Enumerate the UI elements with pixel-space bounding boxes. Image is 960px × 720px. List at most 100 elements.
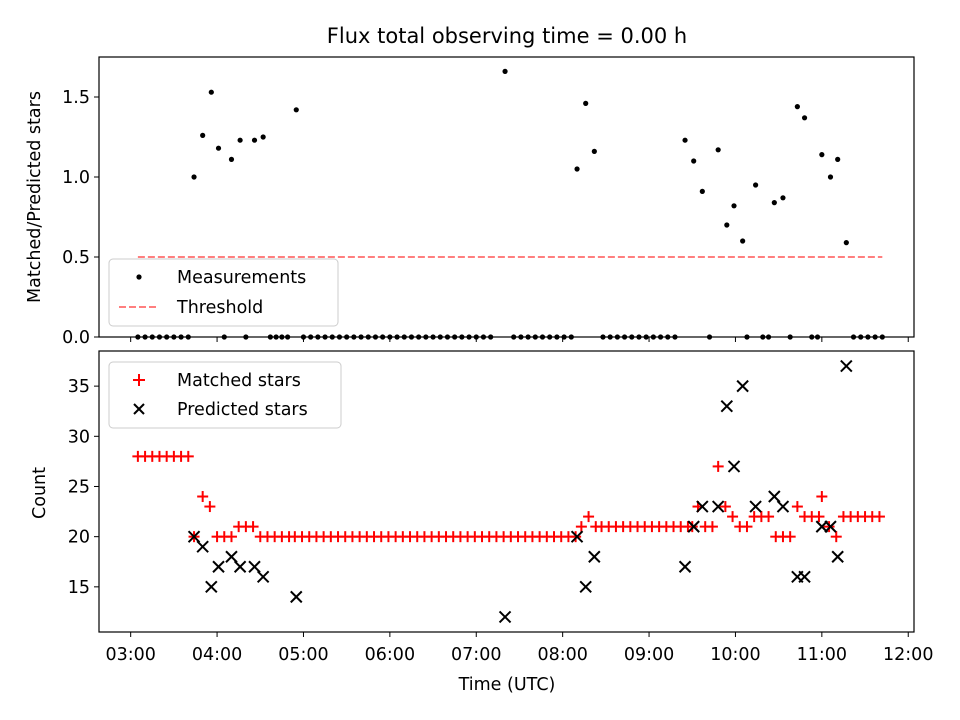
predicted-point bbox=[727, 460, 741, 473]
matched-point bbox=[283, 531, 295, 543]
x-tick-label: 12:00 bbox=[883, 645, 933, 665]
measurement-point bbox=[699, 188, 705, 194]
measurement-point bbox=[251, 137, 258, 143]
matched-point bbox=[182, 450, 194, 462]
predicted-point bbox=[831, 550, 844, 563]
measurement-point bbox=[819, 152, 825, 158]
bottom-axes: 15 20 25 30 35 03:00 04:00 05:00 06:00 07:00 08:00… bbox=[68, 377, 934, 665]
measurement-point bbox=[293, 107, 299, 113]
bottom-y-tick-label: 30 bbox=[68, 427, 90, 447]
matched-point bbox=[247, 521, 259, 533]
legend-matched-marker bbox=[133, 374, 145, 386]
bottom-y-tick-label: 35 bbox=[68, 377, 90, 397]
predicted-point bbox=[588, 550, 601, 563]
matched-point bbox=[816, 491, 828, 503]
measurement-point bbox=[724, 222, 730, 228]
predicted-point bbox=[233, 560, 247, 573]
matched-point bbox=[712, 460, 724, 472]
measurement-point bbox=[843, 240, 849, 246]
bottom-legend-box bbox=[108, 361, 342, 429]
predicted-point bbox=[696, 500, 709, 513]
measurement-point bbox=[574, 166, 580, 172]
predicted-point bbox=[776, 500, 790, 513]
x-tick-label: 10:00 bbox=[710, 645, 760, 665]
x-axis-label: Time (UTC) bbox=[458, 675, 556, 695]
measurement-point bbox=[502, 68, 508, 74]
top-y-tick-label: 0.5 bbox=[62, 248, 90, 268]
chart-title: Flux total observing time = 0.00 h bbox=[327, 24, 687, 48]
matched-point bbox=[225, 531, 237, 543]
bottom-plot: Count Time (UTC) 15 20 25 30 35 03:00 04:00 05:… bbox=[30, 350, 934, 695]
measurement-point bbox=[731, 203, 737, 209]
measurement-point bbox=[191, 174, 197, 180]
legend-measurements-label: Measurements bbox=[177, 268, 306, 288]
bottom-y-tick-label: 25 bbox=[68, 477, 90, 497]
matched-point bbox=[706, 521, 718, 533]
measurement-point bbox=[835, 156, 841, 162]
bottom-y-tick-label: 15 bbox=[68, 578, 90, 598]
x-tick-label: 07:00 bbox=[451, 645, 501, 665]
top-y-axis-label: Matched/Predicted stars bbox=[25, 91, 45, 303]
predicted-point bbox=[720, 399, 734, 413]
x-tick-label: 04:00 bbox=[192, 645, 242, 665]
measurement-point bbox=[827, 174, 834, 180]
legend-threshold-label: Threshold bbox=[176, 298, 263, 318]
predicted-point bbox=[248, 560, 261, 573]
measurement-point bbox=[228, 156, 235, 162]
predicted-point bbox=[840, 359, 853, 373]
legend-matched-label: Matched stars bbox=[177, 371, 301, 391]
predicted-point bbox=[498, 610, 512, 624]
x-tick-label: 03:00 bbox=[105, 645, 155, 665]
measurement-point bbox=[237, 137, 243, 143]
predicted-point bbox=[711, 500, 725, 513]
predicted-point bbox=[290, 590, 303, 604]
measurement-point bbox=[794, 104, 800, 110]
measurement-point bbox=[591, 148, 597, 154]
measurement-point bbox=[715, 147, 721, 153]
legend-predicted-marker bbox=[133, 403, 145, 415]
matched-point bbox=[719, 501, 731, 513]
x-tick-label: 06:00 bbox=[365, 645, 415, 665]
predicted-point bbox=[196, 540, 209, 553]
bottom-plot-frame bbox=[98, 350, 915, 633]
top-y-tick-label: 1.0 bbox=[62, 168, 90, 188]
predicted-point bbox=[798, 570, 811, 584]
top-y-tick-label: 1.5 bbox=[62, 88, 90, 108]
matched-point bbox=[727, 511, 739, 523]
matched-point bbox=[570, 531, 582, 543]
x-tick-label: 09:00 bbox=[624, 645, 674, 665]
measurement-point bbox=[771, 200, 777, 206]
predicted-point bbox=[256, 570, 270, 584]
bottom-y-tick-label: 20 bbox=[68, 528, 90, 548]
predicted-point bbox=[212, 560, 225, 573]
matched-point bbox=[590, 521, 602, 533]
matched-point bbox=[204, 501, 216, 513]
bottom-y-axis-label: Count bbox=[30, 467, 50, 519]
matched-point bbox=[813, 511, 825, 523]
predicted-point bbox=[749, 500, 762, 513]
top-legend: Measurements Threshold bbox=[108, 258, 339, 327]
top-y-tick-label: 0.0 bbox=[62, 328, 90, 348]
top-plot: Matched/Predicted stars 0.0 0.5 1.0 1.5 Mea… bbox=[25, 56, 915, 348]
matched-point bbox=[741, 521, 753, 533]
x-tick-label: 11:00 bbox=[797, 645, 847, 665]
predicted-point bbox=[678, 560, 692, 573]
measurement-point bbox=[215, 145, 222, 151]
matched-point bbox=[583, 511, 595, 523]
predicted-point bbox=[187, 530, 201, 543]
predicted-point bbox=[579, 580, 592, 594]
measurement-point bbox=[200, 132, 206, 138]
matched-point bbox=[823, 521, 835, 533]
measurement-point bbox=[691, 158, 697, 164]
measurement-point bbox=[753, 182, 759, 188]
predicted-point bbox=[205, 580, 218, 594]
matched-point bbox=[873, 511, 885, 523]
bottom-marks bbox=[132, 359, 885, 624]
matched-point bbox=[197, 491, 209, 503]
predicted-point bbox=[687, 520, 700, 533]
bottom-legend: Matched stars Predicted stars bbox=[108, 361, 342, 429]
matched-point bbox=[763, 511, 775, 523]
legend-measurements-marker bbox=[136, 274, 142, 280]
measurement-point bbox=[208, 89, 214, 95]
